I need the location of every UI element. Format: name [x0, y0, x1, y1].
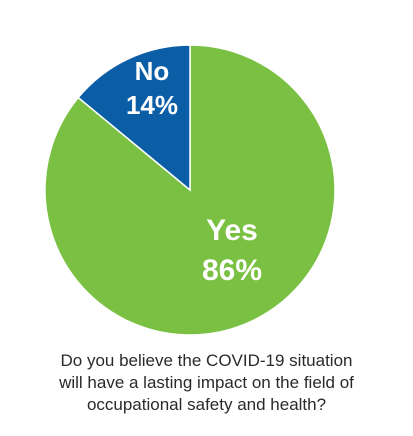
- chart-caption: Do you believe the COVID-19 situation wi…: [0, 350, 413, 416]
- caption-line-2: will have a lasting impact on the field …: [59, 373, 354, 392]
- pie-slice-no: [77, 44, 191, 192]
- slice-label-no-name: No: [135, 56, 170, 86]
- slice-label-yes-value: 86%: [202, 254, 262, 287]
- caption-line-3: occupational safety and health?: [86, 395, 327, 414]
- slice-label-yes-name: Yes: [206, 214, 258, 247]
- pie-chart: Yes 86% No 14%: [44, 44, 336, 336]
- caption-line-1: Do you believe the COVID-19 situation: [60, 351, 353, 370]
- slice-label-no-value: 14%: [126, 90, 178, 120]
